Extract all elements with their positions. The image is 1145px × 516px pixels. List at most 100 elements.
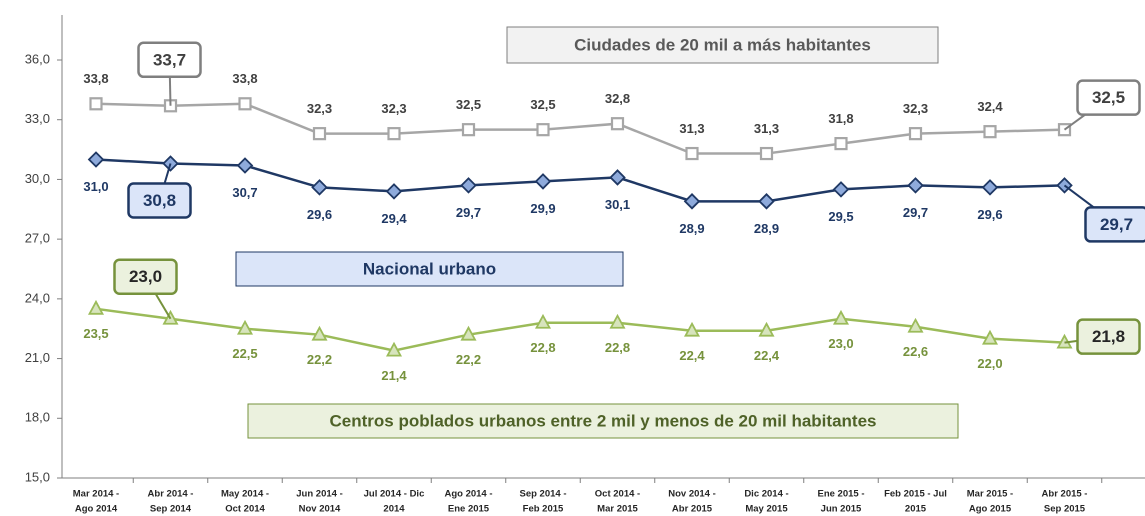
x-tick-label: Abr 2014 - xyxy=(148,489,194,500)
data-label: 23,0 xyxy=(129,267,162,286)
data-label: 32,5 xyxy=(1092,88,1125,107)
y-tick-label: 30,0 xyxy=(25,171,50,186)
legend-box xyxy=(247,403,959,439)
marker xyxy=(534,173,552,190)
y-tick-label: 36,0 xyxy=(25,51,50,66)
data-label: 22,4 xyxy=(754,348,780,363)
x-tick-label: Sep 2014 - xyxy=(520,489,567,500)
x-tick-label: Sep 2014 xyxy=(150,504,192,515)
data-label: 21,8 xyxy=(1092,327,1125,346)
data-label: 29,6 xyxy=(307,207,332,222)
legend-box xyxy=(235,251,624,287)
marker xyxy=(832,181,850,198)
series-line xyxy=(95,307,1065,352)
marker xyxy=(87,151,105,168)
data-label: 29,9 xyxy=(530,201,555,216)
marker xyxy=(758,321,775,337)
legend-label: Nacional urbano xyxy=(363,259,496,278)
x-tick-label: Feb 2015 - Jul xyxy=(884,489,947,500)
marker xyxy=(981,329,999,345)
y-tick-label: 27,0 xyxy=(25,231,50,246)
marker xyxy=(311,325,328,341)
data-label: 22,6 xyxy=(903,344,928,359)
callout-box xyxy=(113,258,178,296)
x-tick-label: Oct 2014 xyxy=(225,504,265,515)
marker xyxy=(385,341,403,357)
data-label: 31,3 xyxy=(679,121,704,136)
marker xyxy=(311,179,328,196)
x-tick-label: Feb 2015 xyxy=(523,504,564,515)
marker xyxy=(908,127,923,141)
x-tick-label: Jun 2015 xyxy=(821,504,862,515)
x-tick-label: 2015 xyxy=(905,504,927,515)
data-label: 32,3 xyxy=(903,101,928,116)
marker xyxy=(683,321,701,337)
data-label: 29,6 xyxy=(977,207,1002,222)
data-label: 30,8 xyxy=(143,191,176,210)
data-label: 22,5 xyxy=(232,346,257,361)
x-tick-label: Abr 2015 - xyxy=(1042,489,1088,500)
x-tick-label: Nov 2014 xyxy=(299,504,341,515)
marker xyxy=(981,179,999,196)
marker xyxy=(758,193,775,210)
x-tick-label: Sep 2015 xyxy=(1044,504,1086,515)
callout-box xyxy=(137,41,202,79)
x-tick-label: Ago 2014 - xyxy=(444,489,492,500)
marker xyxy=(685,146,699,161)
legend-label: Ciudades de 20 mil a más habitantes xyxy=(574,35,871,54)
x-tick-label: May 2014 - xyxy=(221,489,269,500)
data-label: 22,0 xyxy=(977,356,1002,371)
marker xyxy=(387,127,401,141)
marker xyxy=(460,325,477,341)
marker xyxy=(609,313,626,329)
series-line xyxy=(95,158,1065,203)
callout-box xyxy=(1084,206,1145,243)
marker xyxy=(236,157,254,174)
series-line xyxy=(95,102,1065,155)
marker xyxy=(312,127,327,141)
x-tick-label: Ago 2015 xyxy=(969,504,1012,515)
data-label: 33,8 xyxy=(83,71,108,86)
x-tick-label: Abr 2015 xyxy=(672,504,713,515)
data-label: 31,3 xyxy=(754,121,779,136)
data-label: 28,9 xyxy=(679,221,704,236)
marker xyxy=(609,169,626,186)
marker xyxy=(610,117,625,131)
data-label: 22,2 xyxy=(307,352,332,367)
callout-box xyxy=(1076,318,1141,355)
callout-box xyxy=(1076,79,1141,116)
data-label: 29,7 xyxy=(1100,215,1133,234)
data-label: 22,8 xyxy=(530,340,555,355)
marker xyxy=(536,123,550,137)
callout-box xyxy=(127,182,192,219)
marker xyxy=(534,313,552,329)
legend-label: Centros poblados urbanos entre 2 mil y m… xyxy=(330,411,877,430)
x-tick-label: Mar 2014 - xyxy=(73,489,119,500)
data-label: 29,7 xyxy=(456,205,481,220)
marker xyxy=(385,183,403,200)
y-tick-label: 18,0 xyxy=(25,410,50,425)
data-label: 29,7 xyxy=(903,205,928,220)
y-tick-label: 33,0 xyxy=(25,111,50,126)
x-tick-label: Jun 2014 - xyxy=(296,489,342,500)
data-label: 29,4 xyxy=(381,211,407,226)
y-tick-label: 15,0 xyxy=(25,469,50,484)
marker xyxy=(983,125,997,139)
x-tick-label: Ene 2015 xyxy=(448,504,490,515)
x-tick-label: Mar 2015 - xyxy=(967,489,1013,500)
marker xyxy=(907,177,924,194)
marker xyxy=(461,123,476,137)
data-label: 22,2 xyxy=(456,352,481,367)
data-label: 31,8 xyxy=(828,111,853,126)
data-label: 32,5 xyxy=(456,97,481,112)
x-tick-label: May 2015 xyxy=(745,504,788,515)
data-label: 32,5 xyxy=(530,97,555,112)
data-label: 22,4 xyxy=(679,348,705,363)
marker xyxy=(759,146,774,161)
marker xyxy=(238,97,252,111)
x-tick-label: Dic 2014 - xyxy=(744,489,788,500)
x-tick-label: Nov 2014 - xyxy=(668,489,716,500)
marker xyxy=(87,299,105,315)
legend-box xyxy=(506,26,939,64)
x-tick-label: Ene 2015 - xyxy=(818,489,865,500)
